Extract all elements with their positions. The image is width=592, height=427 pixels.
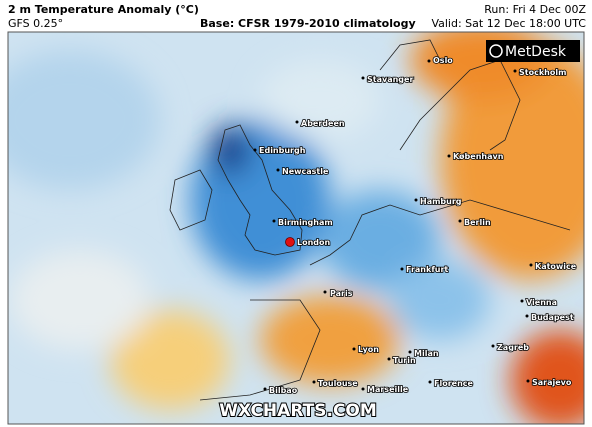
city: Bilbao [269, 386, 298, 395]
city: Oslo [433, 56, 453, 65]
city: London [297, 238, 331, 247]
valid: Valid: Sat 12 Dec 18:00 UTC [431, 17, 586, 30]
city: Milan [414, 349, 439, 358]
city: Frankfurt [406, 265, 448, 274]
city: Zagreb [497, 343, 529, 352]
city: Edinburgh [259, 146, 306, 155]
city: Katowice [535, 262, 577, 271]
city: Marseille [367, 385, 409, 394]
city: København [453, 152, 504, 161]
base: Base: CFSR 1979-2010 climatology [200, 17, 416, 30]
metdesk-logo-bg [486, 40, 580, 62]
city: Stavanger [367, 75, 413, 84]
city: Lyon [358, 345, 379, 354]
city: Berlin [464, 218, 491, 227]
run: Run: Fri 4 Dec 00Z [484, 3, 586, 16]
city: Newcastle [282, 167, 329, 176]
city: Florence [434, 379, 474, 388]
title: 2 m Temperature Anomaly (°C) [8, 3, 199, 16]
cities: Oslo Stavanger Stockholm Aberdeen Edinbu… [253, 55, 578, 396]
city: Toulouse [318, 379, 358, 388]
city: Budapest [531, 313, 574, 322]
metdesk-logo: MetDesk [505, 44, 567, 60]
city: Birmingham [278, 218, 333, 227]
city: Turin [393, 356, 416, 365]
model: GFS 0.25° [8, 17, 63, 30]
city: Stockholm [519, 68, 566, 77]
map: Oslo Stavanger Stockholm Aberdeen Edinbu… [8, 32, 584, 424]
city: Aberdeen [301, 119, 345, 128]
city: Hamburg [420, 197, 462, 206]
city: Vienna [526, 298, 557, 307]
city: Paris [330, 289, 353, 298]
city: Sarajevo [532, 378, 572, 387]
wxcharts-logo: WXCHARTS.COM [219, 401, 377, 421]
